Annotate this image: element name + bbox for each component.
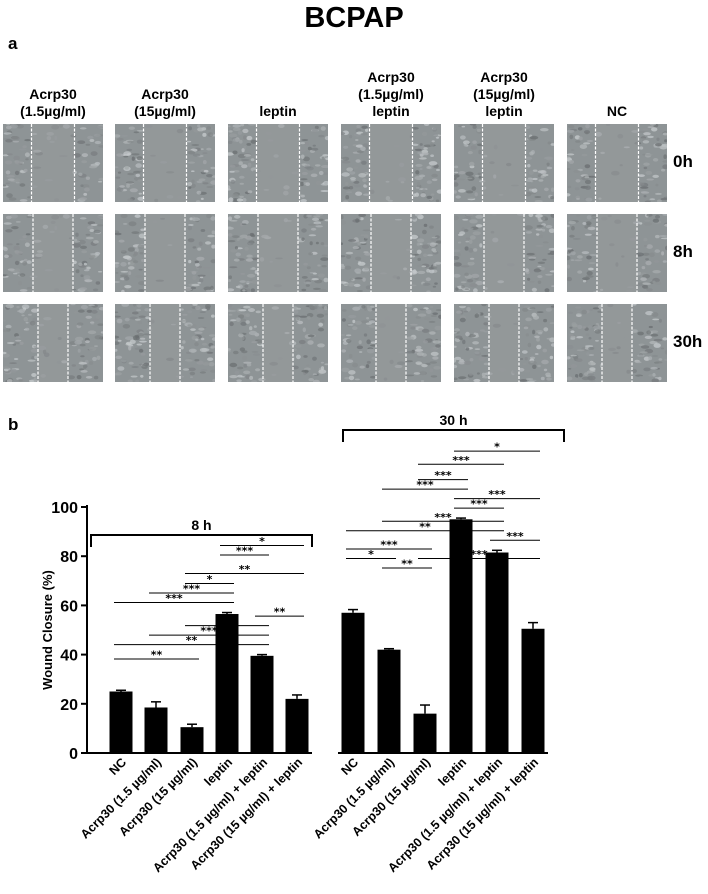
y-tick-label: 80 [60, 549, 78, 566]
column-label-line: (1.5µg/ml) [358, 86, 424, 102]
significance-label: ** [151, 649, 163, 662]
scratch-assay-image [228, 304, 328, 382]
timepoint-label: 30h [673, 332, 703, 351]
bar [144, 707, 168, 753]
category-label: leptin [202, 755, 235, 788]
scratch-assay-image [228, 124, 328, 202]
panel-b-label: b [8, 415, 19, 434]
column-label: NC [562, 103, 672, 120]
scratch-assay-image [341, 214, 441, 292]
column-label: Acrp30 (15µg/ml) [110, 86, 220, 120]
group-bracket [342, 429, 565, 442]
significance-label: *** [236, 545, 254, 558]
bar [449, 519, 473, 753]
category-label: NC [338, 755, 361, 778]
significance-label: *** [506, 530, 524, 543]
timepoint-label: 8h [673, 242, 693, 261]
y-tick-label: 100 [51, 500, 78, 517]
scratch-assay-image [115, 214, 215, 292]
scratch-assay-image [3, 124, 103, 202]
column-label-line: NC [606, 103, 628, 119]
significance-label: ** [274, 606, 286, 619]
scratch-assay-image [567, 304, 667, 382]
y-tick-label: 0 [69, 746, 78, 763]
scratch-assay-image [115, 124, 215, 202]
scratch-assay-image [567, 214, 667, 292]
group-bracket [90, 534, 313, 547]
bar [250, 655, 274, 753]
scratch-assay-image [3, 214, 103, 292]
group-label: 8 h [191, 517, 211, 533]
scratch-assay-image [341, 124, 441, 202]
column-label: Acrp30 (15µg/ml) leptin [449, 69, 559, 120]
significance-label: ** [186, 634, 198, 647]
column-label-line: (15µg/ml) [134, 103, 196, 119]
bar [341, 612, 365, 753]
significance-label: ** [239, 563, 251, 576]
bar [485, 552, 509, 753]
significance-label: *** [470, 548, 488, 561]
scratch-assay-image [115, 304, 215, 382]
significance-label: * [494, 441, 500, 454]
bar [180, 727, 204, 753]
timepoint-label: 0h [673, 152, 693, 171]
column-label: leptin [223, 103, 333, 120]
column-label: Acrp30 (1.5µg/ml) [0, 86, 108, 120]
column-label-line: (1.5µg/ml) [20, 103, 86, 119]
scratch-assay-image [341, 304, 441, 382]
scratch-assay-image [454, 304, 554, 382]
y-tick-label: 20 [60, 697, 78, 714]
scratch-assay-image [567, 124, 667, 202]
column-label-line: leptin [259, 103, 297, 119]
column-label: Acrp30 (1.5µg/ml) leptin [336, 69, 446, 120]
bar [109, 691, 133, 753]
column-label-line: (15µg/ml) [473, 86, 535, 102]
column-label-line: Acrp30 [29, 86, 77, 102]
figure-title: BCPAP [304, 2, 404, 34]
y-tick-label: 60 [60, 598, 78, 615]
significance-label: *** [434, 511, 452, 524]
significance-label: *** [218, 615, 236, 628]
significance-label: *** [380, 539, 398, 552]
scratch-assay-image [454, 214, 554, 292]
y-axis-label: Wound Closure (%) [40, 570, 55, 690]
column-label-line: leptin [485, 103, 523, 119]
significance-label: *** [434, 469, 452, 482]
significance-label: ** [419, 520, 431, 533]
bar [521, 628, 545, 753]
column-label-line: Acrp30 [141, 86, 189, 102]
category-label: leptin [436, 755, 469, 788]
significance-label: *** [165, 592, 183, 605]
scratch-assay-image [454, 124, 554, 202]
significance-label: *** [416, 479, 434, 492]
bar [215, 614, 239, 753]
significance-label: *** [200, 625, 218, 638]
significance-label: * [207, 573, 213, 586]
bar [377, 649, 401, 753]
bar [413, 713, 437, 753]
significance-label: * [368, 548, 374, 561]
y-tick-label: 40 [60, 648, 78, 665]
significance-label: ** [401, 558, 413, 571]
significance-label: *** [488, 488, 506, 501]
significance-label: *** [470, 498, 488, 511]
significance-label: *** [452, 454, 470, 467]
scratch-assay-image [228, 214, 328, 292]
panel-a-label: a [8, 34, 18, 53]
group-label: 30 h [439, 415, 467, 428]
significance-label: *** [183, 583, 201, 596]
scratch-assay-image [3, 304, 103, 382]
column-label-line: Acrp30 [367, 69, 415, 85]
significance-label: * [259, 535, 265, 548]
column-label-line: Acrp30 [480, 69, 528, 85]
category-label: NC [106, 755, 129, 778]
bar [285, 698, 309, 753]
column-label-line: leptin [372, 103, 410, 119]
